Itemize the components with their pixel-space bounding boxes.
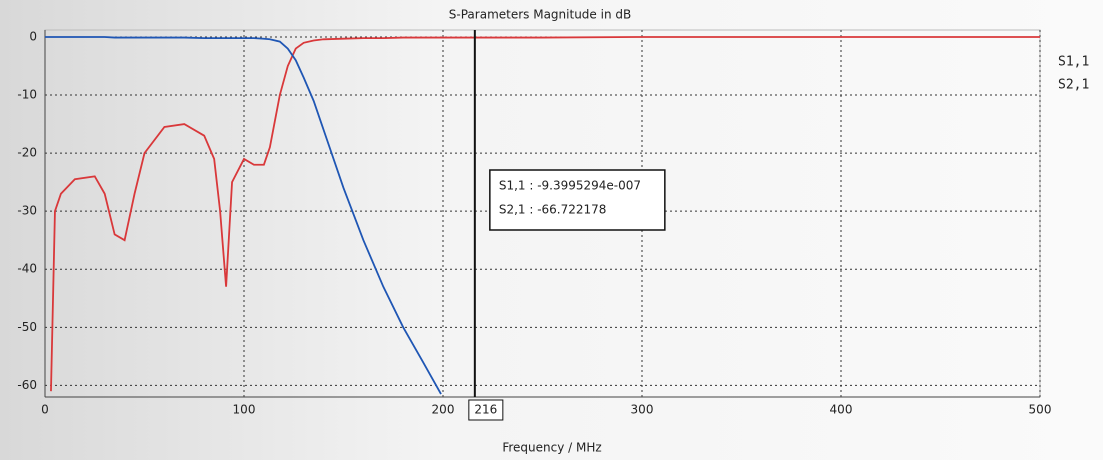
marker-label-box	[468, 399, 504, 421]
y-tick-label: -40	[17, 262, 37, 276]
x-tick-label: 300	[631, 403, 654, 417]
marker-label: 216	[474, 403, 497, 417]
y-tick-label: -50	[17, 320, 37, 334]
x-tick-label: 400	[830, 403, 853, 417]
annotation-box	[489, 169, 666, 231]
series-line	[50, 36, 1040, 392]
legend-label: S1,1	[1058, 55, 1089, 70]
annotation-text: S1,1 : -9.3995294e-007	[499, 179, 641, 193]
x-tick-label: 0	[41, 403, 49, 417]
y-tick-label: 0	[29, 29, 37, 43]
y-tick-label: -20	[17, 146, 37, 160]
y-tick-label: -10	[17, 88, 37, 102]
x-tick-label: 500	[1029, 403, 1052, 417]
x-axis-label: Frequency / MHz	[502, 441, 601, 455]
x-tick-label: 100	[233, 403, 256, 417]
y-tick-label: -60	[17, 378, 37, 392]
y-tick-label: -30	[17, 204, 37, 218]
x-tick-label: 200	[432, 403, 455, 417]
annotation-text: S2,1 : -66.722178	[499, 203, 607, 217]
chart-title: S-Parameters Magnitude in dB	[449, 8, 631, 22]
series-line	[45, 36, 442, 395]
legend-label: S2,1	[1058, 78, 1089, 93]
